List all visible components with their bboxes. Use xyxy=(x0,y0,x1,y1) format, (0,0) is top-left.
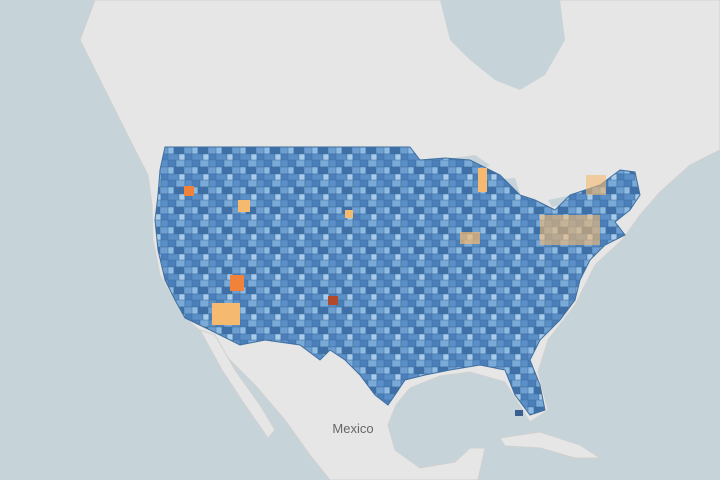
hudson-bay xyxy=(440,0,565,90)
country-label: Mexico xyxy=(332,421,373,436)
region xyxy=(212,303,240,325)
baja-peninsula xyxy=(198,329,276,439)
region xyxy=(540,215,600,245)
cuba xyxy=(499,431,602,459)
region xyxy=(184,186,194,196)
region xyxy=(345,210,353,218)
region xyxy=(515,410,523,416)
region xyxy=(478,168,487,192)
region xyxy=(328,296,338,305)
region xyxy=(586,175,606,195)
region xyxy=(230,275,244,291)
region xyxy=(460,232,480,244)
highlight-regions xyxy=(184,168,606,416)
region xyxy=(238,200,250,212)
united-states-counties xyxy=(154,146,641,416)
